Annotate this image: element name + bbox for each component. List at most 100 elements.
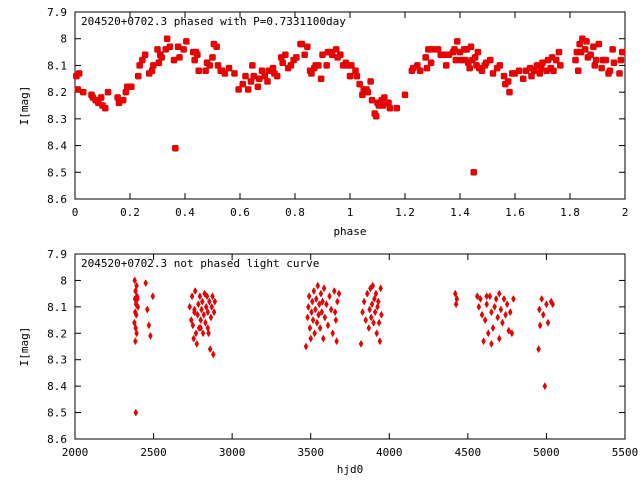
data-point <box>102 104 109 112</box>
data-point <box>353 72 361 80</box>
data-point <box>199 297 205 306</box>
data-point <box>370 281 376 290</box>
data-point <box>427 59 435 67</box>
data-point <box>606 67 614 75</box>
y-tick-label: 8.3 <box>47 113 67 126</box>
data-point <box>195 67 202 75</box>
data-point <box>313 294 319 303</box>
data-point <box>590 43 597 50</box>
data-point <box>135 294 140 303</box>
data-point <box>364 88 372 96</box>
data-point <box>141 51 149 58</box>
x-tick-label: 5000 <box>533 446 560 459</box>
data-point <box>595 40 603 48</box>
x-tick-label: 0.8 <box>285 206 305 219</box>
y-tick-label: 8.3 <box>47 354 67 367</box>
data-point <box>305 313 310 322</box>
data-point <box>474 48 482 56</box>
data-point <box>367 305 372 314</box>
data-point <box>317 75 325 83</box>
y-tick-label: 8.4 <box>47 380 67 393</box>
data-point <box>487 56 494 64</box>
data-point <box>489 339 494 348</box>
data-point <box>134 329 139 338</box>
data-point <box>498 305 504 314</box>
data-point <box>542 382 548 391</box>
data-point <box>346 72 354 80</box>
data-point <box>183 38 190 45</box>
data-point <box>467 43 475 50</box>
data-point <box>587 51 594 58</box>
data-point <box>386 104 394 112</box>
data-point <box>466 64 473 72</box>
data-point <box>315 281 321 290</box>
data-point <box>104 88 112 96</box>
data-point <box>520 75 527 83</box>
data-point <box>598 64 605 72</box>
data-point <box>206 62 213 69</box>
data-point <box>119 96 127 104</box>
data-point <box>174 43 182 50</box>
data-point <box>506 326 512 335</box>
data-point <box>306 292 312 301</box>
data-point <box>202 67 209 75</box>
data-point <box>375 302 380 311</box>
y-tick-label: 8.6 <box>47 193 67 206</box>
data-point <box>348 62 355 69</box>
data-point <box>416 67 424 75</box>
x-tick-label: 3500 <box>297 446 324 459</box>
data-point <box>200 329 206 338</box>
data-point <box>158 54 165 61</box>
y-axis-label: I[mag] <box>18 86 31 126</box>
y-tick-label: 8.4 <box>47 140 67 153</box>
data-point <box>323 62 330 69</box>
data-point <box>132 318 137 327</box>
data-point <box>327 292 332 301</box>
data-point <box>539 294 545 303</box>
data-point <box>192 286 198 296</box>
data-point <box>484 300 490 309</box>
data-point <box>555 48 563 56</box>
data-point <box>204 292 210 301</box>
y-axis-label: I[mag] <box>18 327 31 367</box>
data-point <box>334 337 339 346</box>
data-point <box>379 310 384 319</box>
data-point <box>496 289 502 298</box>
data-point <box>199 305 204 314</box>
data-point <box>202 289 207 298</box>
data-point <box>303 342 309 351</box>
x-tick-label: 1.8 <box>560 206 580 219</box>
data-point <box>190 321 196 330</box>
data-point <box>503 310 508 319</box>
data-point <box>536 345 541 354</box>
data-point <box>306 302 311 311</box>
data-point <box>304 43 311 50</box>
data-point <box>324 300 329 309</box>
data-point <box>316 310 321 319</box>
data-point <box>203 302 209 311</box>
data-point <box>310 316 316 325</box>
data-point <box>371 318 376 327</box>
data-point <box>333 46 340 53</box>
x-tick-label: 3000 <box>219 446 246 459</box>
data-point <box>213 43 220 50</box>
data-point <box>369 300 375 309</box>
data-point <box>322 313 328 322</box>
data-point <box>205 308 211 317</box>
x-tick-label: 1.4 <box>450 206 470 219</box>
data-point <box>203 318 208 327</box>
data-point <box>212 297 218 306</box>
x-tick-label: 4500 <box>455 446 482 459</box>
y-tick-label: 8.6 <box>47 433 67 446</box>
data-point <box>540 310 546 319</box>
data-point <box>176 54 183 61</box>
data-point <box>320 334 326 343</box>
data-point <box>360 308 365 317</box>
data-point <box>372 112 380 120</box>
data-point <box>422 54 429 61</box>
data-point <box>195 310 200 319</box>
data-point <box>196 300 201 309</box>
data-point <box>328 305 334 314</box>
data-point <box>511 294 516 303</box>
x-tick-label: 2 <box>622 206 629 219</box>
